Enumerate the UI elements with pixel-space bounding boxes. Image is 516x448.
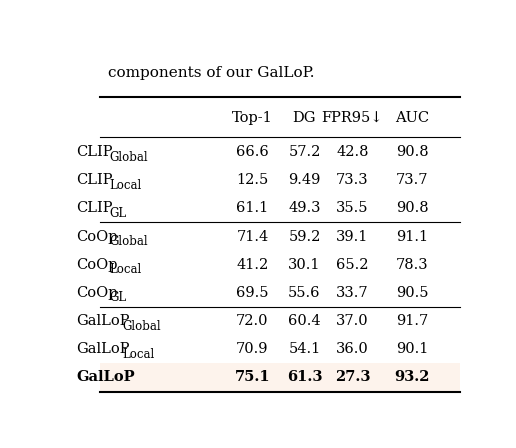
Text: 61.1: 61.1 xyxy=(236,202,268,215)
Text: 36.0: 36.0 xyxy=(336,342,369,356)
Text: 70.9: 70.9 xyxy=(236,342,269,356)
Text: 54.1: 54.1 xyxy=(288,342,320,356)
Text: 90.8: 90.8 xyxy=(396,145,429,159)
Text: 49.3: 49.3 xyxy=(288,202,320,215)
Text: Global: Global xyxy=(109,235,148,248)
Text: 39.1: 39.1 xyxy=(336,229,368,244)
Text: CLIP: CLIP xyxy=(76,202,113,215)
Text: 9.49: 9.49 xyxy=(288,173,320,187)
Text: Top-1: Top-1 xyxy=(232,111,273,125)
Text: 66.6: 66.6 xyxy=(236,145,269,159)
Text: GalLoP: GalLoP xyxy=(76,314,130,328)
Text: components of our GalLoP.: components of our GalLoP. xyxy=(108,66,315,80)
Text: 73.7: 73.7 xyxy=(396,173,429,187)
Text: CoOp: CoOp xyxy=(76,286,118,300)
Text: Local: Local xyxy=(122,348,155,361)
Text: 72.0: 72.0 xyxy=(236,314,269,328)
Text: 90.5: 90.5 xyxy=(396,286,429,300)
Text: 91.7: 91.7 xyxy=(396,314,428,328)
Text: GalLoP: GalLoP xyxy=(76,370,135,384)
Bar xyxy=(101,363,460,392)
Text: Local: Local xyxy=(109,263,141,276)
Text: 42.8: 42.8 xyxy=(336,145,368,159)
Text: GL: GL xyxy=(109,292,126,305)
Text: 27.3: 27.3 xyxy=(335,370,370,384)
Text: 60.4: 60.4 xyxy=(288,314,321,328)
Text: 71.4: 71.4 xyxy=(236,229,268,244)
Text: 57.2: 57.2 xyxy=(288,145,320,159)
Text: Global: Global xyxy=(122,319,161,333)
Text: CoOp: CoOp xyxy=(76,229,118,244)
Text: CLIP: CLIP xyxy=(76,145,113,159)
Text: 69.5: 69.5 xyxy=(236,286,269,300)
Text: 61.3: 61.3 xyxy=(287,370,322,384)
Text: 91.1: 91.1 xyxy=(396,229,428,244)
Text: 93.2: 93.2 xyxy=(395,370,430,384)
Text: 35.5: 35.5 xyxy=(336,202,368,215)
Text: 65.2: 65.2 xyxy=(336,258,368,272)
Text: 37.0: 37.0 xyxy=(336,314,369,328)
Text: 12.5: 12.5 xyxy=(236,173,268,187)
Text: FPR95↓: FPR95↓ xyxy=(321,111,383,125)
Text: 90.8: 90.8 xyxy=(396,202,429,215)
Text: Local: Local xyxy=(109,179,141,192)
Text: 41.2: 41.2 xyxy=(236,258,268,272)
Text: GalLoP: GalLoP xyxy=(76,342,130,356)
Text: 30.1: 30.1 xyxy=(288,258,320,272)
Text: 33.7: 33.7 xyxy=(336,286,369,300)
Text: 55.6: 55.6 xyxy=(288,286,320,300)
Text: 59.2: 59.2 xyxy=(288,229,320,244)
Text: AUC: AUC xyxy=(395,111,429,125)
Text: CoOp: CoOp xyxy=(76,258,118,272)
Text: CLIP: CLIP xyxy=(76,173,113,187)
Text: DG: DG xyxy=(293,111,316,125)
Text: 73.3: 73.3 xyxy=(336,173,369,187)
Text: 75.1: 75.1 xyxy=(235,370,270,384)
Text: GL: GL xyxy=(109,207,126,220)
Text: 90.1: 90.1 xyxy=(396,342,429,356)
Text: Global: Global xyxy=(109,151,148,164)
Text: 78.3: 78.3 xyxy=(396,258,429,272)
